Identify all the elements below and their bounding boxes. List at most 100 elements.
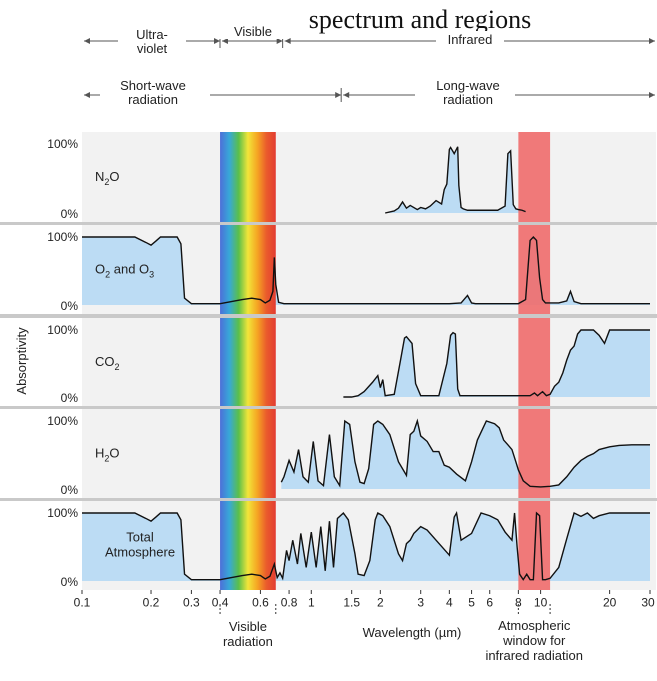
panel-label: N2O: [95, 169, 120, 187]
visible-arrow-head-left: [222, 38, 228, 44]
panel-label: CO2: [95, 354, 120, 372]
label-subscript: 2: [104, 454, 109, 464]
panel-background: [82, 132, 656, 222]
x-tick-label: 0.1: [74, 596, 91, 610]
label-part: O: [109, 169, 119, 184]
x-tick-label: 1.5: [343, 596, 360, 610]
ultraviolet-arrow-head-right: [214, 38, 220, 44]
wavelength-axis-label: Wavelength (µm): [363, 625, 462, 640]
x-tick-label: 0.3: [183, 596, 200, 610]
shortwave-arrow-head-right: [335, 92, 342, 98]
visible-radiation-label-line: radiation: [223, 634, 273, 649]
visible-radiation-label-line: Visible: [229, 619, 267, 634]
visible-band: [220, 318, 276, 406]
absorption-area-group: [281, 421, 650, 489]
panel-divider: [0, 498, 657, 501]
label-subscript: 2: [105, 270, 110, 280]
band-label-shortwave-line: Short-wave: [120, 78, 186, 93]
infrared-arrow-head-right: [649, 38, 655, 44]
panel-label: O2 and O3: [95, 262, 154, 280]
visible-band: [220, 225, 276, 314]
atmospheric-window-label: Atmospheric window for infrared radiation: [485, 618, 583, 663]
band-label-infrared: Infrared: [448, 32, 493, 47]
x-tick-label: 4: [446, 596, 453, 610]
absorption-area-group: [343, 330, 650, 397]
band-label-bg: [100, 78, 210, 112]
panel-divider: [0, 406, 657, 409]
visible-band: [220, 132, 276, 222]
band-label-bg: [219, 23, 287, 39]
visible-band: [220, 409, 276, 498]
band-label-bg: [436, 31, 504, 47]
x-tick-label: 0.2: [143, 596, 160, 610]
label-part: O: [95, 262, 105, 277]
caption-layer: spectrum and regions: [309, 5, 531, 34]
absorption-curve-0: [385, 146, 526, 214]
absorption-area-group: [82, 513, 650, 581]
panel-2: 100% 0% CO2: [47, 318, 656, 406]
x-tick-label: 20: [603, 596, 617, 610]
band-label-shortwave: Short-wave radiation: [120, 78, 186, 107]
absorption-area: [82, 513, 650, 581]
atmospheric-window-label-line: infrared radiation: [485, 648, 583, 663]
x-tick-label: 1: [308, 596, 315, 610]
band-label-ultraviolet: Ultra-violet: [136, 27, 168, 56]
panel-label-line: Total: [126, 530, 154, 545]
label-part: O: [109, 446, 119, 461]
x-tick-label: 2: [377, 596, 384, 610]
label-part: CO: [95, 354, 115, 369]
panel-label: Total Atmosphere: [105, 530, 175, 560]
x-tick-label: 10: [534, 596, 548, 610]
absorption-curve-4: [82, 510, 650, 581]
panel-3: 100% 0% H2O: [47, 409, 656, 498]
atmospheric-window-label-line: window for: [502, 633, 566, 648]
ultraviolet-arrow-head-left: [84, 38, 90, 44]
x-tick-label: 3: [417, 596, 424, 610]
x-tick-label: 5: [468, 596, 475, 610]
y-tick-100: 100%: [47, 137, 78, 151]
absorption-curve-1: [82, 235, 650, 305]
panel-label: H2O: [95, 446, 120, 464]
panel-divider: [0, 314, 657, 318]
x-tick-label: 0.4: [212, 596, 229, 610]
x-tick-label: 6: [486, 596, 493, 610]
band-label-visible: Visible: [234, 24, 272, 39]
infrared-window: [518, 409, 551, 498]
absorption-curve-3: [280, 418, 650, 488]
y-axis-label: Absorptivity: [14, 327, 29, 395]
y-tick-0: 0%: [61, 299, 79, 313]
y-tick-0: 0%: [61, 575, 79, 589]
longwave-arrow-head-left: [343, 92, 350, 98]
label-subscript: 3: [149, 270, 154, 280]
y-tick-0: 0%: [61, 391, 79, 405]
x-tick-label: 0.8: [281, 596, 298, 610]
label-part: N: [95, 169, 104, 184]
x-tick-label: 0.6: [252, 596, 269, 610]
x-tick-label: 30: [641, 596, 655, 610]
absorption-area: [281, 421, 650, 489]
band-label-bg: [415, 78, 515, 112]
panel-4: 100% 0% Total Atmosphere: [47, 501, 656, 590]
label-subscript: 2: [104, 177, 109, 187]
infrared-window: [518, 501, 551, 590]
band-label-bg: [118, 26, 186, 56]
infrared-arrow-head-left: [284, 38, 291, 44]
y-tick-0: 0%: [61, 207, 79, 221]
band-label-ultraviolet-line: Ultra-: [136, 27, 168, 42]
visible-arrow-head-right: [276, 38, 283, 44]
caption-fragment: spectrum and regions: [309, 5, 531, 34]
band-label-longwave-line: Long-wave: [436, 78, 500, 93]
absorption-curve-2: [343, 329, 650, 398]
panel-label-line: Atmosphere: [105, 545, 175, 560]
band-label-longwave-line: radiation: [443, 92, 493, 107]
absorption-area: [385, 146, 526, 213]
longwave-arrow-head-right: [649, 92, 655, 98]
band-label-infrared-line: Infrared: [448, 32, 493, 47]
panel-0: 100% 0% N2O: [47, 132, 656, 222]
panel-1: 100% 0% O2 and O3: [47, 225, 656, 314]
band-label-visible-line: Visible: [234, 24, 272, 39]
